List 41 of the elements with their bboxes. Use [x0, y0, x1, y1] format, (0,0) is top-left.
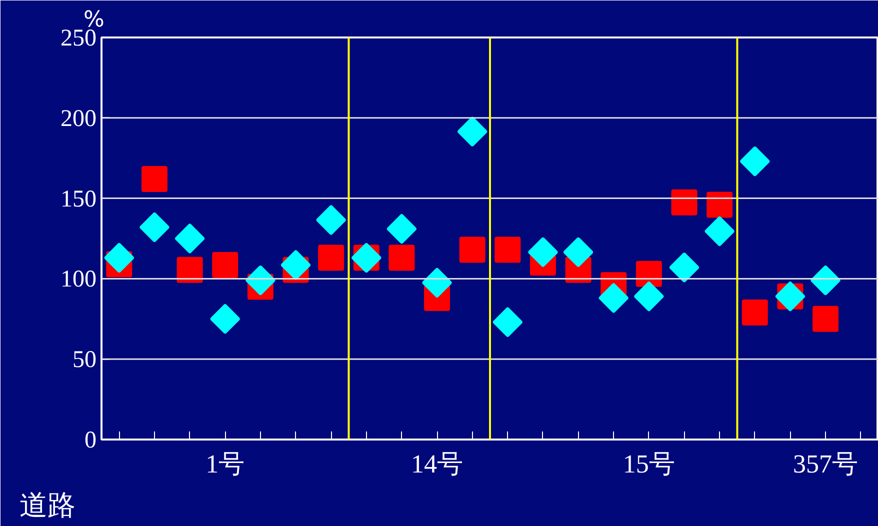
point: [140, 212, 170, 242]
point: [316, 205, 346, 235]
point: [459, 236, 486, 263]
y-tick-label: 50: [72, 347, 96, 374]
point: [598, 283, 628, 313]
point: [210, 304, 240, 334]
point: [458, 116, 488, 146]
point: [318, 244, 344, 271]
point: [634, 282, 664, 312]
point: [494, 236, 521, 263]
point: [246, 266, 276, 296]
point: [492, 307, 522, 337]
y-tick-label: 150: [60, 186, 96, 212]
y-tick-label: 100: [60, 266, 96, 293]
x-tick-label: 357号: [793, 450, 858, 478]
x-tick-label: 1号: [206, 450, 245, 478]
point: [704, 216, 734, 246]
x-tick-label: 15号: [622, 450, 675, 478]
x-tick-label: 14号: [411, 450, 464, 478]
point: [636, 260, 662, 287]
point: [175, 224, 205, 254]
point: [281, 250, 310, 280]
point: [141, 166, 168, 192]
y-tick-label: 0: [84, 428, 96, 454]
y-tick-label: 200: [60, 106, 96, 132]
point: [212, 252, 238, 278]
point: [706, 192, 733, 218]
point: [176, 256, 203, 283]
point: [104, 243, 134, 273]
point: [812, 306, 839, 332]
point: [388, 244, 415, 271]
point: [670, 252, 699, 282]
point: [810, 266, 840, 296]
point: [742, 299, 768, 326]
point: [671, 189, 698, 216]
point: [386, 214, 416, 244]
point: [422, 268, 452, 298]
point: [528, 237, 558, 267]
point: [564, 237, 594, 267]
x-axis-title: 道路: [20, 488, 76, 522]
point: [740, 146, 770, 176]
